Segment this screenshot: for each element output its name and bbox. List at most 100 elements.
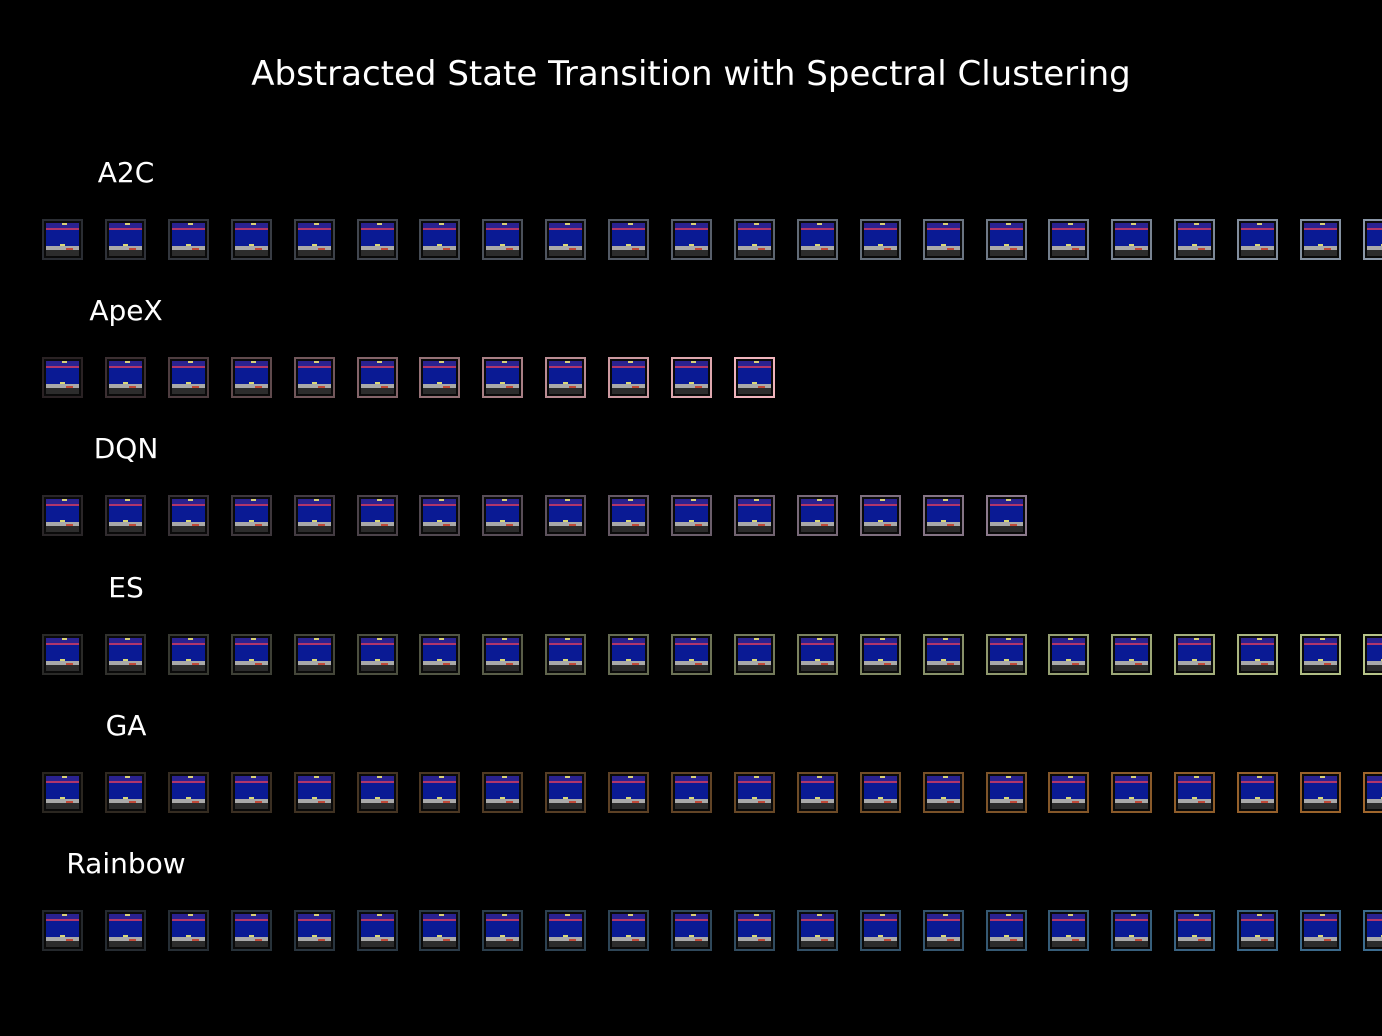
state-frame — [1174, 910, 1215, 951]
state-frame — [923, 772, 964, 813]
state-frame — [860, 910, 901, 951]
state-frame — [986, 219, 1027, 260]
state-frame — [608, 634, 649, 675]
state-frame — [545, 634, 586, 675]
frame-strip-dqn — [0, 495, 1382, 541]
state-frame — [294, 219, 335, 260]
state-frame — [105, 910, 146, 951]
state-frame — [986, 910, 1027, 951]
state-frame — [1048, 219, 1089, 260]
state-frame — [231, 634, 272, 675]
state-frame — [1300, 634, 1341, 675]
row-label-a2c: A2C — [97, 156, 155, 189]
state-frame — [294, 495, 335, 536]
state-frame — [797, 910, 838, 951]
state-frame — [545, 772, 586, 813]
state-frame — [105, 634, 146, 675]
row-label-ga: GA — [105, 709, 147, 742]
state-frame — [1363, 772, 1382, 813]
frame-strip-ga — [0, 772, 1382, 818]
state-frame — [986, 495, 1027, 536]
state-frame — [734, 634, 775, 675]
state-frame — [1174, 634, 1215, 675]
state-frame — [545, 357, 586, 398]
row-label-es: ES — [108, 571, 144, 604]
state-frame — [608, 357, 649, 398]
state-frame — [860, 772, 901, 813]
state-frame — [860, 634, 901, 675]
state-frame — [42, 910, 83, 951]
frame-strip-a2c — [0, 219, 1382, 265]
state-frame — [419, 495, 460, 536]
state-frame — [1300, 772, 1341, 813]
state-frame — [294, 634, 335, 675]
state-frame — [168, 219, 209, 260]
state-frame — [671, 634, 712, 675]
state-frame — [482, 634, 523, 675]
state-frame — [1048, 634, 1089, 675]
figure-title: Abstracted State Transition with Spectra… — [251, 54, 1131, 94]
frame-strip-rainbow — [0, 910, 1382, 956]
state-frame — [482, 357, 523, 398]
frame-strip-es — [0, 634, 1382, 680]
state-frame — [1363, 219, 1382, 260]
state-frame — [734, 772, 775, 813]
state-frame — [545, 910, 586, 951]
state-frame — [734, 910, 775, 951]
state-frame — [1111, 634, 1152, 675]
state-frame — [419, 357, 460, 398]
state-frame — [608, 219, 649, 260]
state-frame — [482, 495, 523, 536]
frame-strip-apex — [0, 357, 1382, 403]
state-frame — [42, 634, 83, 675]
state-frame — [231, 495, 272, 536]
state-frame — [923, 495, 964, 536]
state-frame — [168, 910, 209, 951]
state-frame — [419, 772, 460, 813]
state-frame — [42, 219, 83, 260]
state-frame — [797, 634, 838, 675]
state-frame — [105, 495, 146, 536]
state-frame — [231, 772, 272, 813]
state-frame — [860, 219, 901, 260]
state-frame — [42, 357, 83, 398]
state-frame — [923, 910, 964, 951]
state-frame — [168, 634, 209, 675]
state-frame — [797, 495, 838, 536]
state-frame — [986, 772, 1027, 813]
state-frame — [105, 357, 146, 398]
state-frame — [1363, 634, 1382, 675]
state-frame — [1111, 772, 1152, 813]
state-frame — [1237, 772, 1278, 813]
state-frame — [1363, 910, 1382, 951]
state-frame — [168, 772, 209, 813]
state-frame — [797, 219, 838, 260]
state-frame — [1300, 910, 1341, 951]
state-frame — [986, 634, 1027, 675]
state-frame — [357, 772, 398, 813]
state-frame — [545, 219, 586, 260]
state-frame — [168, 495, 209, 536]
state-frame — [357, 634, 398, 675]
row-label-apex: ApeX — [89, 294, 163, 327]
state-frame — [1300, 219, 1341, 260]
state-frame — [608, 910, 649, 951]
state-frame — [42, 772, 83, 813]
state-frame — [671, 772, 712, 813]
state-frame — [1174, 219, 1215, 260]
state-frame — [419, 219, 460, 260]
state-frame — [608, 495, 649, 536]
state-frame — [419, 910, 460, 951]
state-frame — [671, 495, 712, 536]
row-label-dqn: DQN — [93, 432, 159, 465]
state-frame — [1048, 910, 1089, 951]
state-frame — [923, 634, 964, 675]
state-frame — [231, 357, 272, 398]
state-frame — [671, 910, 712, 951]
state-frame — [42, 495, 83, 536]
state-frame — [671, 219, 712, 260]
state-frame — [482, 910, 523, 951]
state-frame — [545, 495, 586, 536]
state-frame — [168, 357, 209, 398]
row-label-rainbow: Rainbow — [66, 847, 186, 880]
